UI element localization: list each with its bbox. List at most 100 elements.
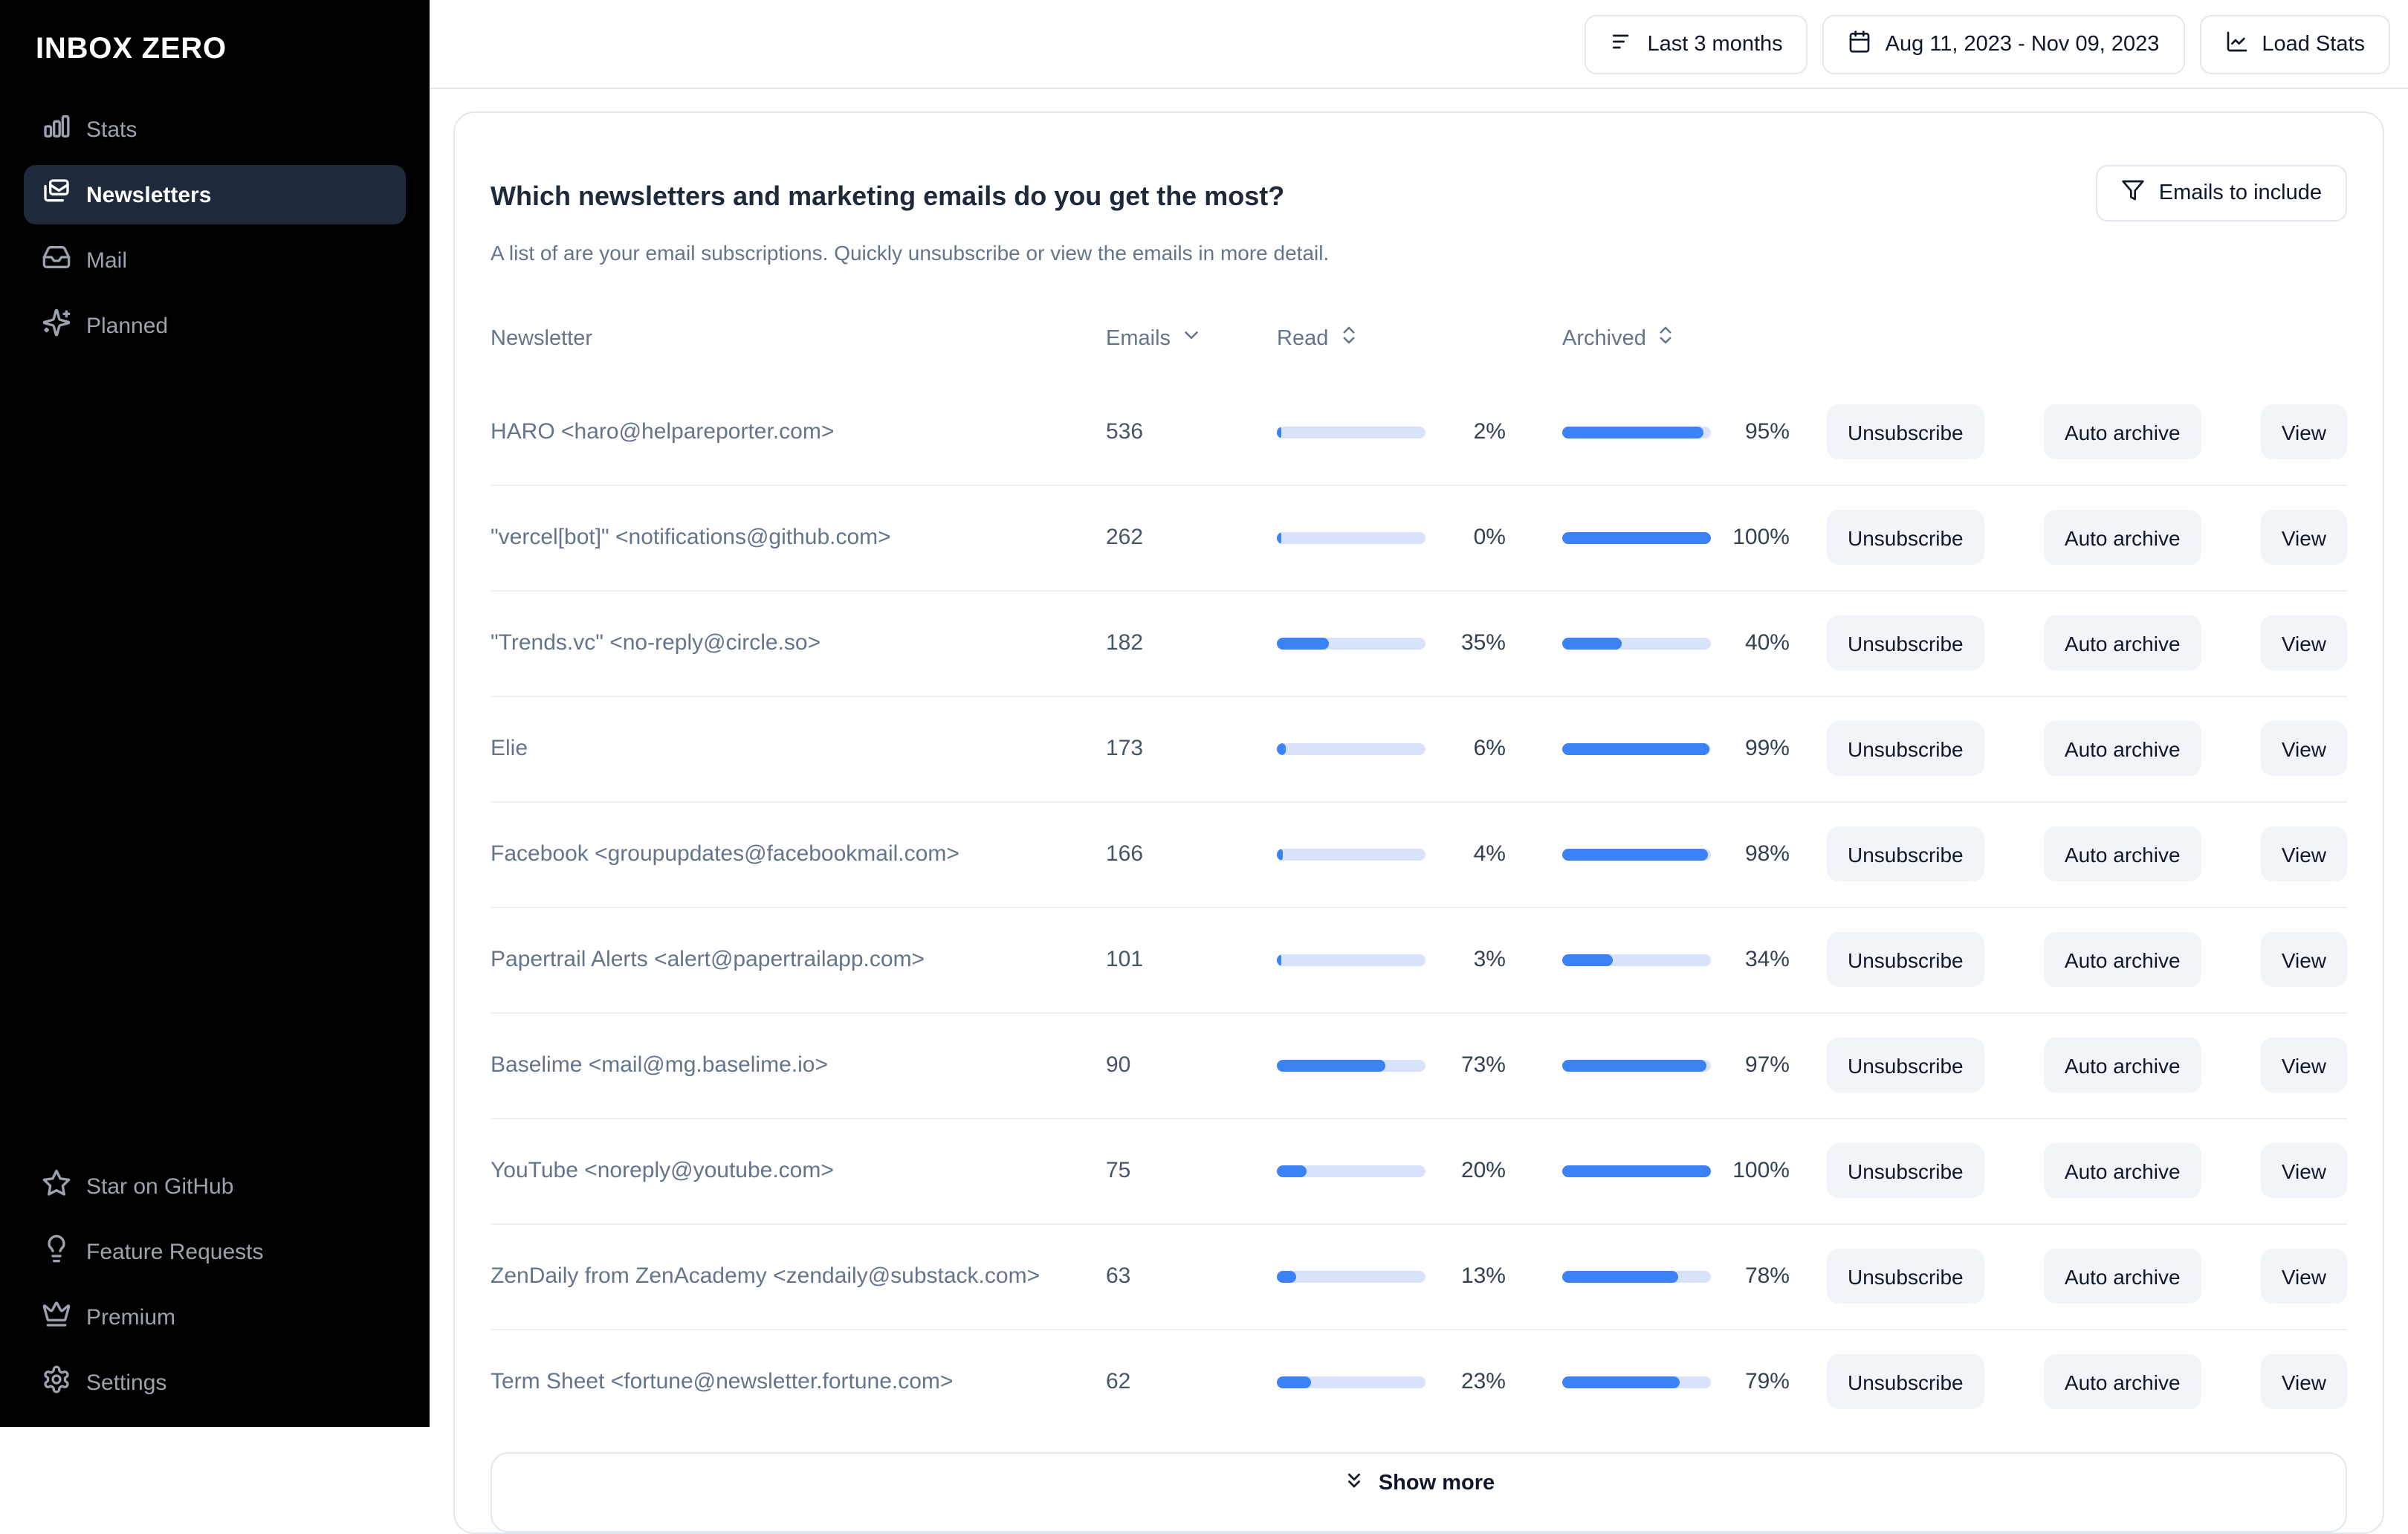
read-percent: 4% [1473,841,1506,867]
calendar-icon [1848,29,1872,59]
sidebar-item-star-on-github[interactable]: Star on GitHub [24,1156,406,1216]
archived-percent: 40% [1744,630,1790,656]
load-stats-label: Load Stats [2262,32,2365,56]
archived-percent: 98% [1744,841,1790,867]
emails-to-include-button[interactable]: Emails to include [2096,165,2347,221]
read-percent: 20% [1460,1158,1506,1184]
bar-chart-icon [42,111,71,147]
load-stats-button[interactable]: Load Stats [2199,14,2390,74]
view-button[interactable]: View [2260,615,2347,671]
unsubscribe-button[interactable]: Unsubscribe [1827,1143,1984,1199]
newsletter-name: "vercel[bot]" <notifications@github.com> [491,525,891,551]
read-percent: 23% [1460,1369,1506,1395]
sidebar-item-label: Newsletters [86,182,212,207]
archived-progress-bar [1562,1376,1711,1388]
auto-archive-button[interactable]: Auto archive [2043,1143,2201,1199]
archived-cell: 34% [1544,948,1827,973]
read-cell: 13% [1277,1264,1544,1289]
sidebar-item-newsletters[interactable]: Newsletters [24,165,406,224]
unsubscribe-button[interactable]: Unsubscribe [1827,404,1984,460]
archived-cell: 79% [1544,1370,1827,1395]
sidebar-item-label: Premium [86,1304,176,1330]
archived-progress-bar [1562,848,1711,861]
column-header-emails[interactable]: Emails [1106,325,1277,353]
crown-icon [42,1299,71,1335]
auto-archive-button[interactable]: Auto archive [2043,932,2201,988]
newsletter-name: "Trends.vc" <no-reply@circle.so> [491,630,821,656]
row-actions: Unsubscribe Auto archive View [1827,721,2347,777]
column-header-archived[interactable]: Archived [1544,325,1827,353]
auto-archive-button[interactable]: Auto archive [2043,721,2201,777]
app-logo: INBOX ZERO [36,33,227,65]
archived-percent: 78% [1744,1263,1790,1289]
sidebar-item-mail[interactable]: Mail [24,230,406,290]
newsletters-card: Which newsletters and marketing emails d… [453,111,2384,1534]
archived-progress-bar [1562,531,1711,544]
newsletter-name: Term Sheet <fortune@newsletter.fortune.c… [491,1369,954,1395]
read-progress-bar [1277,954,1425,966]
unsubscribe-button[interactable]: Unsubscribe [1827,932,1984,988]
auto-archive-button[interactable]: Auto archive [2043,1354,2201,1410]
show-more-label: Show more [1378,1471,1495,1495]
read-progress-bar [1277,426,1425,438]
read-percent: 6% [1473,736,1506,762]
date-range-picker-button[interactable]: Aug 11, 2023 - Nov 09, 2023 [1822,14,2185,74]
topbar: Last 3 months Aug 11, 2023 - Nov 09, 202… [430,0,2408,89]
column-header-read[interactable]: Read [1277,325,1544,353]
auto-archive-button[interactable]: Auto archive [2043,404,2201,460]
view-button[interactable]: View [2260,404,2347,460]
date-range-preset-label: Last 3 months [1647,32,1783,56]
read-progress-bar [1277,848,1425,861]
auto-archive-button[interactable]: Auto archive [2043,510,2201,566]
view-button[interactable]: View [2260,826,2347,882]
sidebar-item-stats[interactable]: Stats [24,100,406,159]
table-row: Term Sheet <fortune@newsletter.fortune.c… [491,1330,2347,1434]
view-button[interactable]: View [2260,1354,2347,1410]
read-percent: 35% [1460,630,1506,656]
view-button[interactable]: View [2260,721,2347,777]
read-percent: 73% [1460,1052,1506,1078]
row-actions: Unsubscribe Auto archive View [1827,932,2347,988]
emails-count: 536 [1106,419,1144,445]
sidebar-item-feature-requests[interactable]: Feature Requests [24,1222,406,1281]
view-button[interactable]: View [2260,510,2347,566]
unsubscribe-button[interactable]: Unsubscribe [1827,510,1984,566]
archived-percent: 100% [1732,525,1790,551]
newsletter-name: Facebook <groupupdates@facebookmail.com> [491,841,959,867]
view-button[interactable]: View [2260,932,2347,988]
auto-archive-button[interactable]: Auto archive [2043,1249,2201,1304]
view-button[interactable]: View [2260,1249,2347,1304]
sidebar-item-label: Star on GitHub [86,1174,234,1199]
unsubscribe-button[interactable]: Unsubscribe [1827,1249,1984,1304]
view-button[interactable]: View [2260,1143,2347,1199]
unsubscribe-button[interactable]: Unsubscribe [1827,721,1984,777]
archived-progress-bar [1562,426,1711,438]
archived-percent: 34% [1744,947,1790,973]
row-actions: Unsubscribe Auto archive View [1827,1143,2347,1199]
auto-archive-button[interactable]: Auto archive [2043,826,2201,882]
view-button[interactable]: View [2260,1038,2347,1093]
sidebar-item-premium[interactable]: Premium [24,1287,406,1347]
inbox-icon [42,242,71,278]
auto-archive-button[interactable]: Auto archive [2043,1038,2201,1093]
sidebar-item-planned[interactable]: Planned [24,296,406,355]
newsletter-name: Papertrail Alerts <alert@papertrailapp.c… [491,947,925,973]
row-actions: Unsubscribe Auto archive View [1827,404,2347,460]
table-row: "Trends.vc" <no-reply@circle.so> 182 35%… [491,592,2347,697]
unsubscribe-button[interactable]: Unsubscribe [1827,615,1984,671]
show-more-button[interactable]: Show more [491,1452,2347,1533]
sidebar-item-label: Stats [86,117,137,142]
date-range-preset-button[interactable]: Last 3 months [1585,14,1808,74]
gear-icon [42,1365,71,1400]
sidebar-nav: Stats Newsletters Mail Planned [0,82,430,355]
unsubscribe-button[interactable]: Unsubscribe [1827,1354,1984,1410]
unsubscribe-button[interactable]: Unsubscribe [1827,826,1984,882]
sidebar-item-settings[interactable]: Settings [24,1353,406,1412]
table-row: YouTube <noreply@youtube.com> 75 20% 100… [491,1119,2347,1225]
row-actions: Unsubscribe Auto archive View [1827,510,2347,566]
auto-archive-button[interactable]: Auto archive [2043,615,2201,671]
newsletters-table: Newsletter Emails Read [491,297,2347,1434]
unsubscribe-button[interactable]: Unsubscribe [1827,1038,1984,1093]
read-progress-bar [1277,1376,1425,1388]
